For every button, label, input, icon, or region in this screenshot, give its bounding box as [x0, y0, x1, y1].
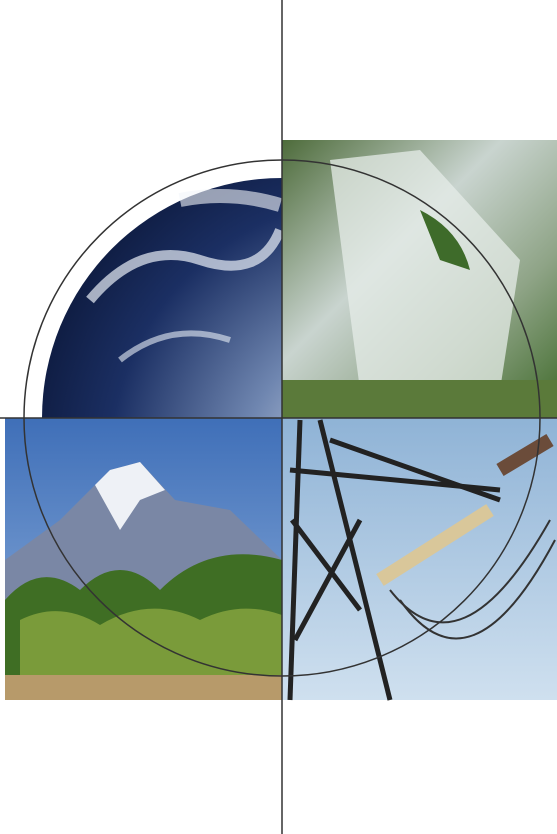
- earth-image: [42, 178, 282, 418]
- waterfall-image: [282, 140, 557, 418]
- mountain-image: [5, 418, 282, 700]
- tower-image: [282, 418, 557, 701]
- frame-circle: [23, 159, 541, 677]
